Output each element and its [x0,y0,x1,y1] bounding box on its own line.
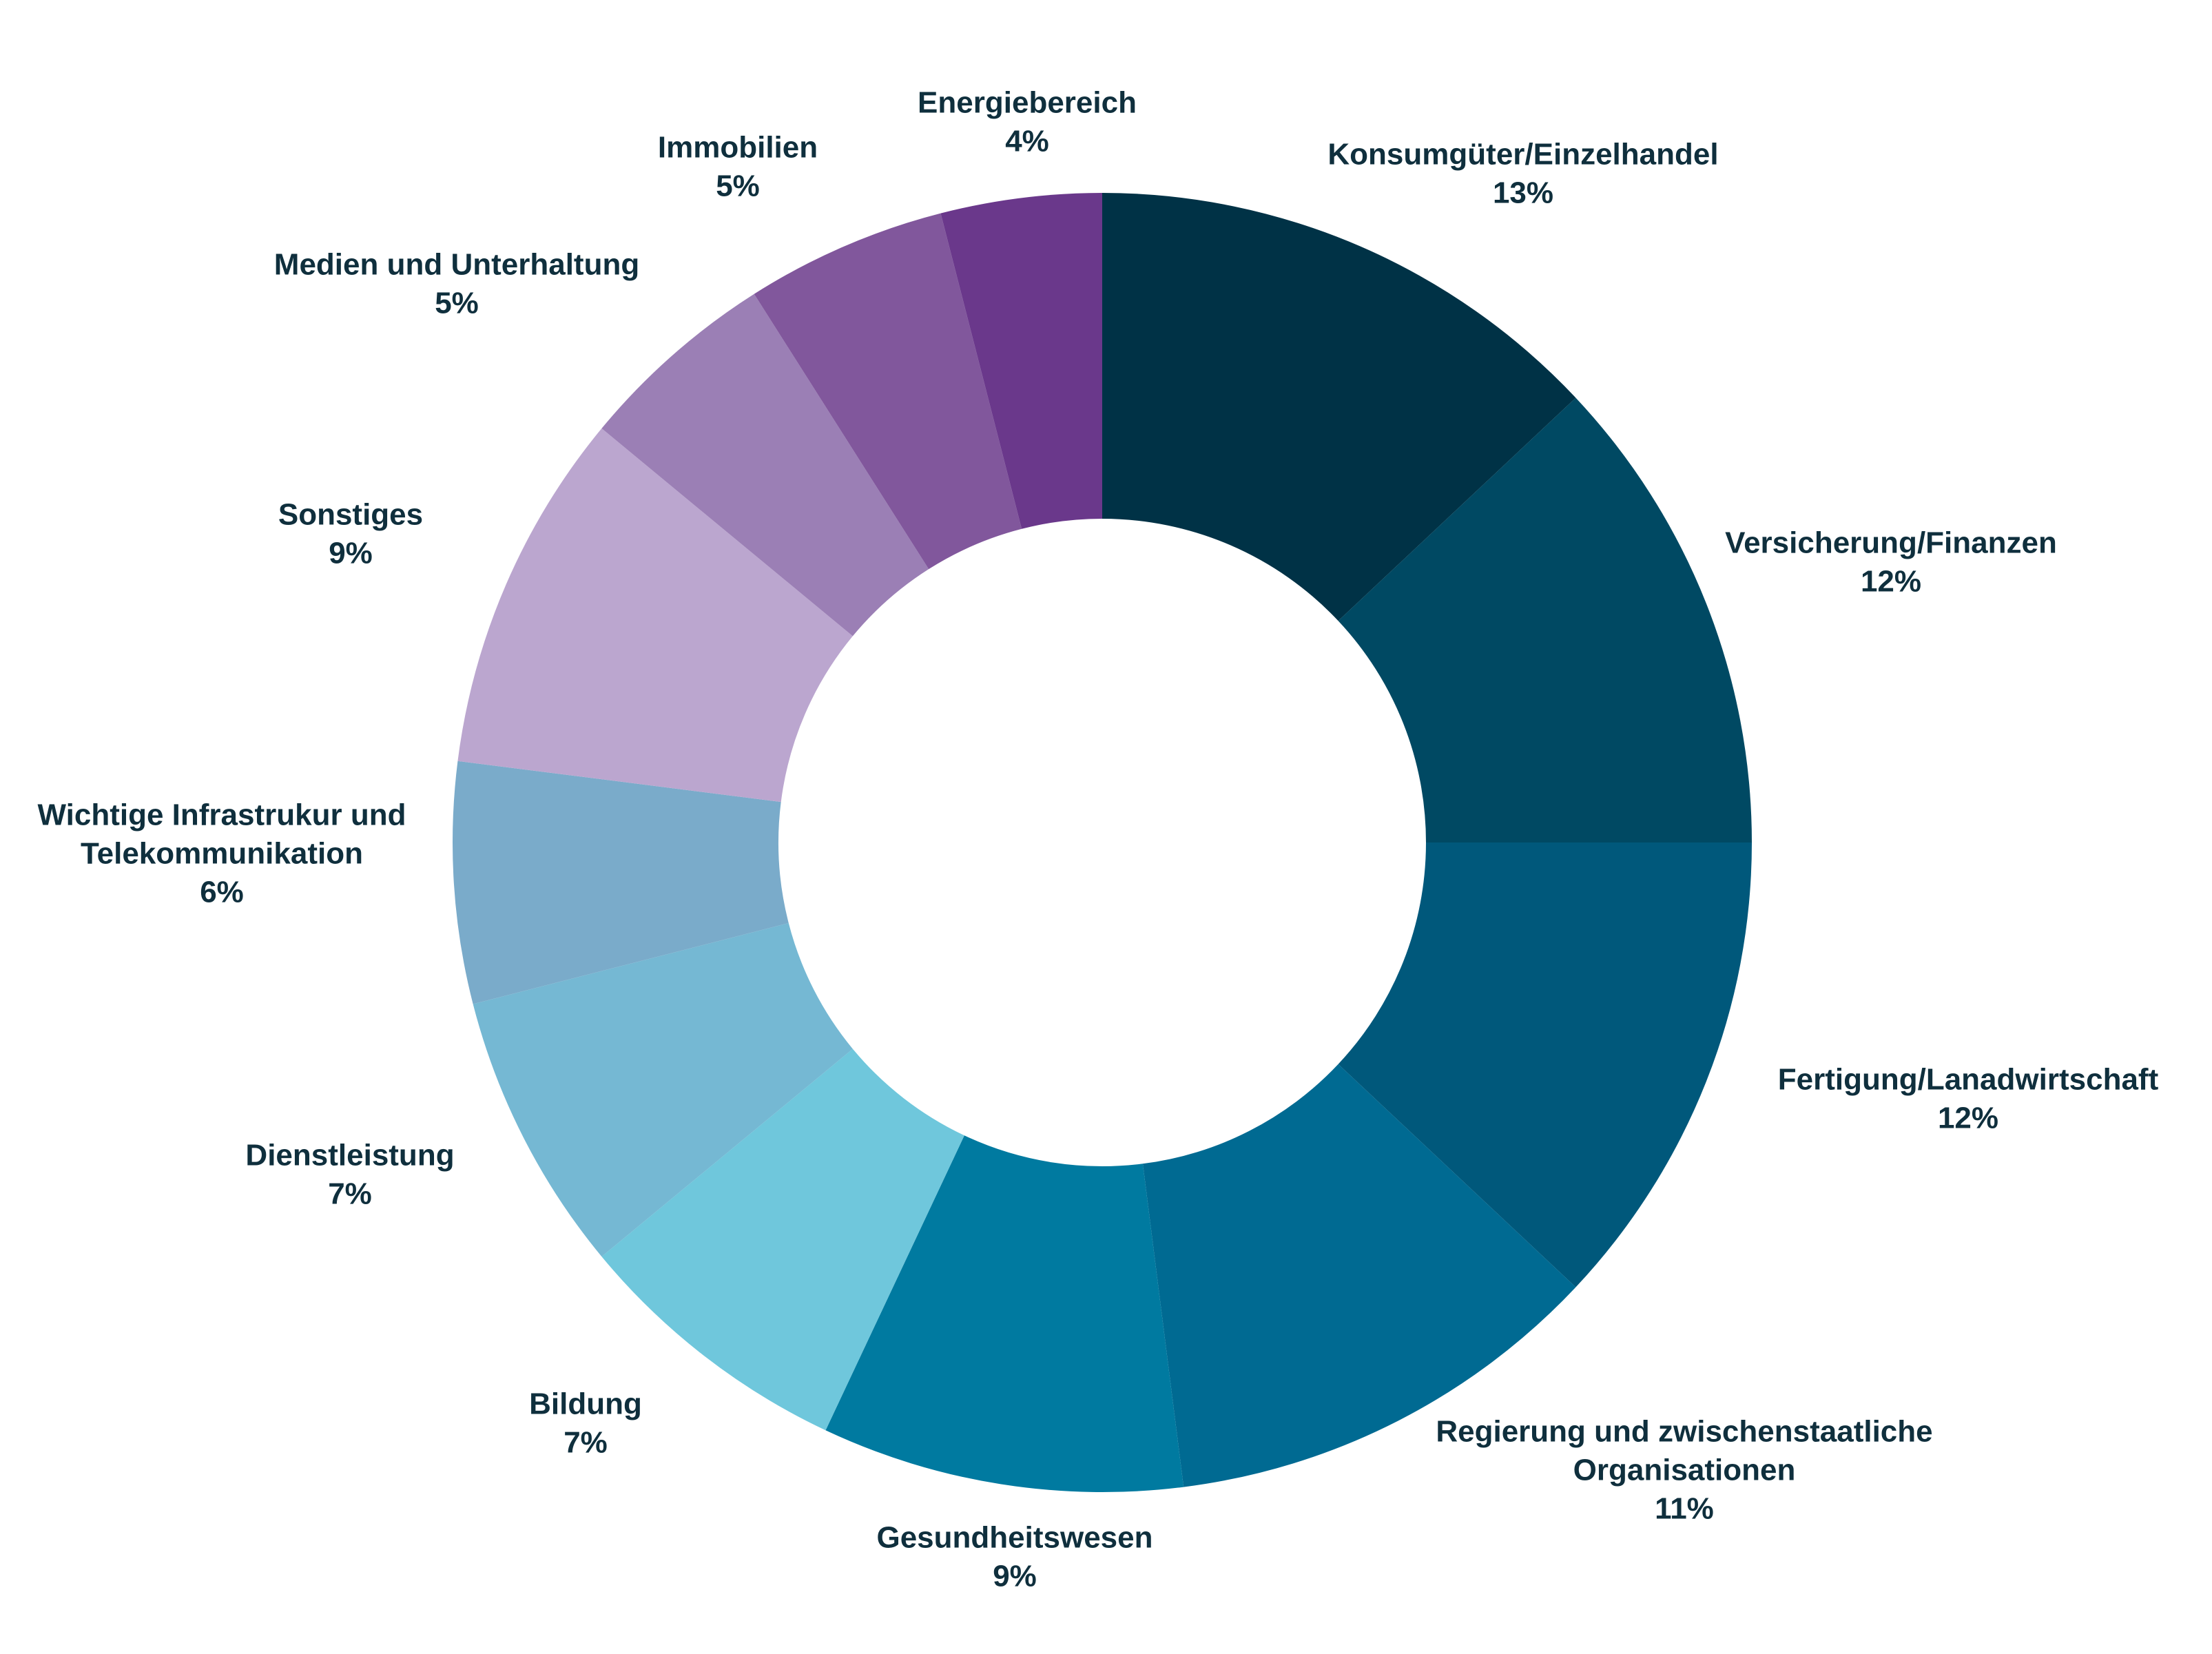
slice-category-label: Energiebereich [918,86,1137,120]
slice-value-label: 9% [993,1560,1037,1593]
donut-slice-6 [601,1048,964,1431]
slice-label-7: Dienstleistung 7% [245,1139,454,1211]
slice-value-label: 5% [435,287,479,320]
slice-value-label: 6% [200,876,244,909]
slice-category-label: Sonstiges [278,498,423,532]
slice-value-label: 12% [1861,565,1921,599]
slice-label-1: Konsumgüter/Einzelhandel 13% [1327,138,1718,210]
slice-category-label: Bildung [529,1387,642,1421]
slice-category-label: Gesundheitswesen [876,1521,1152,1555]
slice-value-label: 5% [716,169,760,203]
slice-category-label: Konsumgüter/Einzelhandel [1327,138,1718,172]
slice-value-label: 7% [328,1177,372,1211]
donut-slice-3 [1338,842,1752,1288]
slice-label-11: Immobilien 5% [658,131,818,203]
slice-value-label: 9% [329,537,373,570]
slice-label-3: Fertigung/Lanadwirtschaft 12% [1778,1063,2159,1135]
slice-category-label: Immobilien [658,131,818,165]
donut-slice-10 [601,293,929,637]
slice-label-8: Wichtige Infrastrukur und Telekommunikati… [38,798,406,909]
donut-slice-11 [754,213,1022,570]
slice-label-12: Energiebereich 4% [918,86,1137,158]
donut-slice-2 [1338,397,1752,842]
donut-slices [453,193,1752,1492]
slice-value-label: 13% [1493,176,1553,210]
slice-label-9: Sonstiges 9% [278,498,423,570]
slice-label-4: Regierung und zwischenstaatliche Organisa… [1436,1415,1932,1526]
slice-label-6: Bildung 7% [529,1387,642,1460]
slice-value-label: 7% [564,1426,608,1460]
slice-category-label: Wichtige Infrastrukur und [38,798,406,832]
donut-slice-9 [457,428,853,803]
slice-category-label: Dienstleistung [245,1139,454,1172]
donut-slice-7 [473,922,853,1257]
slice-label-10: Medien und Unterhaltung 5% [274,248,639,320]
donut-slice-12 [940,193,1102,529]
donut-slice-5 [825,1135,1184,1492]
slice-category-label: Fertigung/Lanadwirtschaft [1778,1063,2159,1097]
donut-slice-1 [1102,193,1576,621]
slice-labels: Konsumgüter/Einzelhandel 13% Versicherung/… [38,86,2159,1593]
slice-label-5: Gesundheitswesen 9% [876,1521,1152,1593]
donut-slice-4 [1142,1064,1576,1487]
slice-category-label: Regierung und zwischenstaatliche [1436,1415,1932,1449]
slice-category-label: Medien und Unterhaltung [274,248,639,282]
slice-value-label: 4% [1005,125,1049,158]
slice-value-label: 12% [1938,1102,1998,1135]
slice-category-label: Organisationen [1573,1454,1796,1487]
slice-label-2: Versicherung/Finanzen 12% [1725,526,2057,599]
slice-category-label: Telekommunikation [81,837,363,871]
slice-category-label: Versicherung/Finanzen [1725,526,2057,560]
donut-slice-8 [453,761,789,1004]
slice-value-label: 11% [1655,1492,1714,1526]
